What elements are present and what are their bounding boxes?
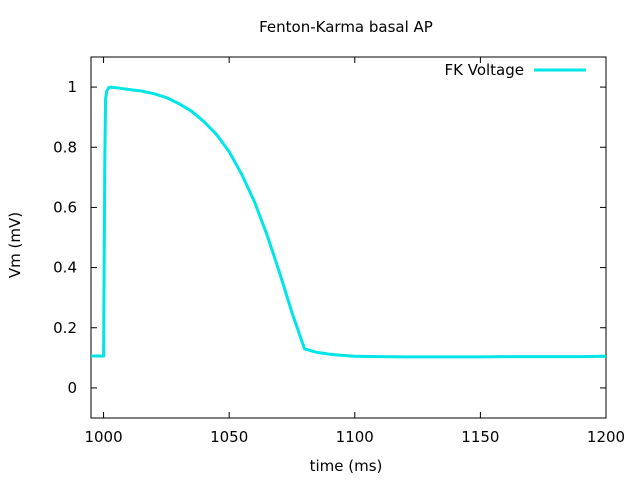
series-layer — [91, 85, 607, 359]
y-axis: 0 0.2 0.4 0.6 0.8 1 — [53, 78, 606, 397]
legend-label: FK Voltage — [445, 61, 525, 79]
y-tick-label: 0.4 — [53, 259, 77, 277]
y-tick-label: 1 — [67, 78, 77, 96]
x-tick-label: 1200 — [587, 428, 625, 446]
y-tick-label: 0 — [67, 379, 77, 397]
x-tick-label: 1100 — [336, 428, 374, 446]
x-axis: 1000 1050 1100 1150 1200 — [84, 57, 625, 446]
x-tick-label: 1050 — [210, 428, 248, 446]
legend: FK Voltage — [445, 61, 586, 79]
y-tick-label: 0.8 — [53, 138, 77, 156]
x-tick-label: 1150 — [461, 428, 499, 446]
y-tick-label: 0.2 — [53, 319, 77, 337]
chart-title: Fenton-Karma basal AP — [259, 18, 433, 36]
series-line-0 — [91, 85, 607, 359]
x-axis-label: time (ms) — [310, 457, 383, 475]
x-tick-label: 1000 — [84, 428, 122, 446]
plot-frame — [90, 56, 607, 419]
y-axis-label: Vm (mV) — [6, 212, 24, 278]
y-tick-label: 0.6 — [53, 198, 77, 216]
